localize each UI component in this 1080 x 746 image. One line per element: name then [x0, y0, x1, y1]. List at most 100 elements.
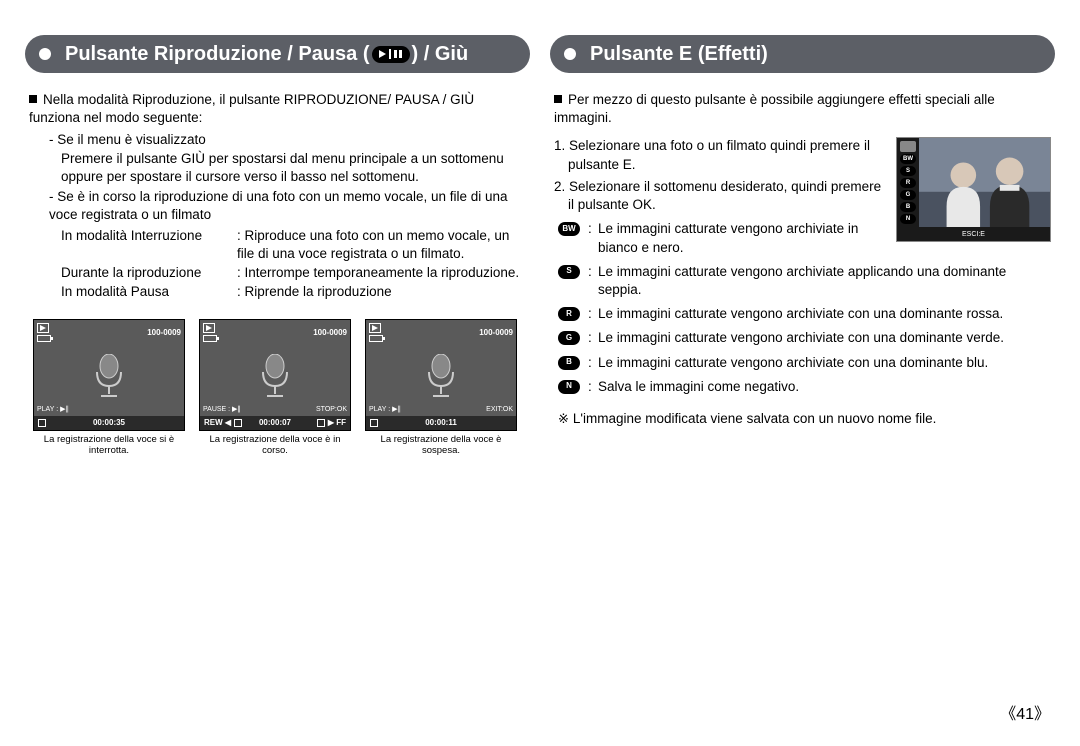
lcd-block: 100-0009 PLAY : ▶∥ 00:00:35	[33, 319, 185, 456]
file-number: 100-0009	[147, 328, 181, 339]
play-mode-icon	[369, 323, 381, 333]
sidebar-effect-s: S	[900, 166, 916, 176]
play-pause-icon	[372, 46, 410, 63]
footnote: ※L'immagine modificata viene salvata con…	[554, 410, 1051, 428]
pause-icon	[370, 419, 378, 427]
sidebar-effect-b: B	[900, 202, 916, 212]
lcd-row: 100-0009 PLAY : ▶∥ 00:00:35	[29, 319, 526, 456]
right-body: Per mezzo di questo pulsante è possibile…	[550, 91, 1055, 428]
effect-desc: Le immagini catturate vengono archiviate…	[598, 329, 1004, 347]
left-header: Pulsante Riproduzione / Pausa ( ) / Giù	[25, 35, 530, 73]
bullet-icon	[29, 95, 37, 103]
effect-row: G :Le immagini catturate vengono archivi…	[554, 329, 1051, 347]
sub-item-2: - Se è in corso la riproduzione di una f…	[29, 188, 526, 224]
page-number: 《41》	[1000, 700, 1050, 724]
time-counter: 00:00:11	[425, 418, 457, 429]
sidebar-effect-n: N	[900, 214, 916, 224]
left-intro: Nella modalità Riproduzione, il pulsante…	[29, 91, 526, 127]
battery-icon	[369, 335, 383, 342]
left-column: Pulsante Riproduzione / Pausa ( ) / Giù N…	[25, 35, 530, 456]
effect-row: S :Le immagini catturate vengono archivi…	[554, 263, 1051, 299]
left-title-pre: Pulsante Riproduzione / Pausa (	[65, 43, 370, 65]
lcd-screen: 100-0009 PAUSE : ▶∥ STOP:OK REW ◀ 00:00:…	[199, 319, 351, 431]
file-number: 100-0009	[479, 328, 513, 339]
lcd-caption: La registrazione della voce è in corso.	[199, 435, 351, 456]
left-body: Nella modalità Riproduzione, il pulsante…	[25, 91, 530, 456]
ctrl-right: STOP:OK	[316, 405, 347, 414]
play-mode-icon	[203, 323, 215, 333]
play-mode-icon	[37, 323, 49, 333]
preview-lcd: BW S R G B N ESCI:E	[896, 137, 1051, 242]
ff-icon	[317, 419, 325, 427]
left-title-post: ) / Giù	[412, 43, 469, 65]
effect-icon-b: B	[558, 356, 580, 370]
bullet-icon	[554, 95, 562, 103]
effect-icon-r: R	[558, 307, 580, 321]
microphone-icon	[91, 354, 127, 400]
lcd-screen: 100-0009 PLAY : ▶∥ 00:00:35	[33, 319, 185, 431]
play-icon	[234, 419, 242, 427]
effect-row: BW :Le immagini catturate vengono archiv…	[554, 220, 886, 256]
mode-label: Durante la riproduzione	[61, 264, 237, 282]
effect-desc: Le immagini catturate vengono archiviate…	[598, 354, 988, 372]
step-1: 1. Selezionare una foto o un filmato qui…	[554, 137, 886, 173]
sidebar-effect-g: G	[900, 190, 916, 200]
effect-row: R :Le immagini catturate vengono archivi…	[554, 305, 1051, 323]
effect-desc: Le immagini catturate vengono archiviate…	[598, 305, 1003, 323]
mode-desc: : Riproduce una foto con un memo vocale,…	[237, 227, 526, 263]
ctrl-left: PLAY : ▶∥	[37, 405, 69, 414]
effect-icon-bw: BW	[558, 222, 580, 236]
time-counter: 00:00:07	[259, 418, 291, 429]
mode-row: Durante la riproduzione : Interrompe tem…	[61, 264, 526, 282]
palette-icon	[900, 141, 916, 152]
right-column: Pulsante E (Effetti) Per mezzo di questo…	[550, 35, 1055, 456]
mode-label: In modalità Interruzione	[61, 227, 237, 263]
sub-item-1-desc: Premere il pulsante GIÙ per spostarsi da…	[29, 150, 526, 186]
mode-desc: : Interrompe temporaneamente la riproduz…	[237, 264, 526, 282]
right-steps: 1. Selezionare una foto o un filmato qui…	[554, 137, 886, 256]
sub-item-1: - Se il menu è visualizzato	[29, 131, 526, 149]
effect-row: B :Le immagini catturate vengono archivi…	[554, 354, 1051, 372]
preview-sidebar: BW S R G B N	[897, 138, 919, 227]
effect-icon-s: S	[558, 265, 580, 279]
mode-row: In modalità Interruzione : Riproduce una…	[61, 227, 526, 263]
ctrl-right: EXIT:OK	[486, 405, 513, 414]
mode-row: In modalità Pausa : Riprende la riproduz…	[61, 283, 526, 301]
header-dot-icon	[564, 48, 576, 60]
battery-icon	[203, 335, 217, 342]
right-title: Pulsante E (Effetti)	[590, 43, 768, 66]
lcd-block: 100-0009 PAUSE : ▶∥ STOP:OK REW ◀ 00:00:…	[199, 319, 351, 456]
lcd-caption: La registrazione della voce è sospesa.	[365, 435, 517, 456]
lcd-block: 100-0009 PLAY : ▶∥ EXIT:OK 00:00:11	[365, 319, 517, 456]
ctrl-left: PLAY : ▶∥	[369, 405, 401, 414]
step-2: 2. Selezionare il sottomenu desiderato, …	[554, 178, 886, 214]
sidebar-effect-bw: BW	[900, 154, 916, 164]
lcd-caption: La registrazione della voce si è interro…	[33, 435, 185, 456]
microphone-icon	[257, 354, 293, 400]
mode-table: In modalità Interruzione : Riproduce una…	[29, 227, 526, 302]
mode-desc: : Riprende la riproduzione	[237, 283, 526, 301]
sidebar-effect-r: R	[900, 178, 916, 188]
effect-icon-n: N	[558, 380, 580, 394]
left-title: Pulsante Riproduzione / Pausa ( ) / Giù	[65, 43, 468, 66]
effect-desc: Salva le immagini come negativo.	[598, 378, 799, 396]
file-number: 100-0009	[313, 328, 347, 339]
time-counter: 00:00:35	[93, 418, 125, 429]
preview-bottom-label: ESCI:E	[897, 227, 1050, 241]
battery-icon	[37, 335, 51, 342]
right-intro: Per mezzo di questo pulsante è possibile…	[554, 91, 1051, 127]
right-header: Pulsante E (Effetti)	[550, 35, 1055, 73]
note-symbol-icon: ※	[558, 411, 569, 426]
effect-row: N :Salva le immagini come negativo.	[554, 378, 1051, 396]
effect-icon-g: G	[558, 331, 580, 345]
lcd-screen: 100-0009 PLAY : ▶∥ EXIT:OK 00:00:11	[365, 319, 517, 431]
ctrl-left: PAUSE : ▶∥	[203, 405, 241, 414]
effect-desc: Le immagini catturate vengono archiviate…	[598, 220, 886, 256]
ff-label: ▶ FF	[328, 418, 346, 429]
preview-photo	[919, 138, 1050, 227]
rew-label: REW ◀	[204, 418, 231, 429]
mode-label: In modalità Pausa	[61, 283, 237, 301]
microphone-icon	[423, 354, 459, 400]
header-dot-icon	[39, 48, 51, 60]
effect-desc: Le immagini catturate vengono archiviate…	[598, 263, 1051, 299]
